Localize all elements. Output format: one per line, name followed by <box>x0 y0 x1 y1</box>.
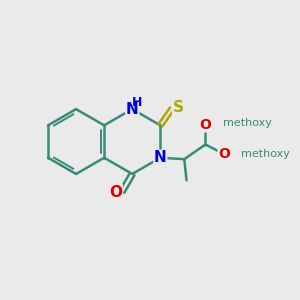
Text: O: O <box>200 118 211 132</box>
Text: S: S <box>173 100 184 116</box>
Text: O: O <box>109 184 122 200</box>
Text: N: N <box>154 150 167 165</box>
Text: methoxy: methoxy <box>223 118 272 128</box>
Text: N: N <box>126 102 139 117</box>
Text: methoxy: methoxy <box>241 148 290 158</box>
Text: H: H <box>132 96 142 110</box>
Text: O: O <box>218 146 230 161</box>
